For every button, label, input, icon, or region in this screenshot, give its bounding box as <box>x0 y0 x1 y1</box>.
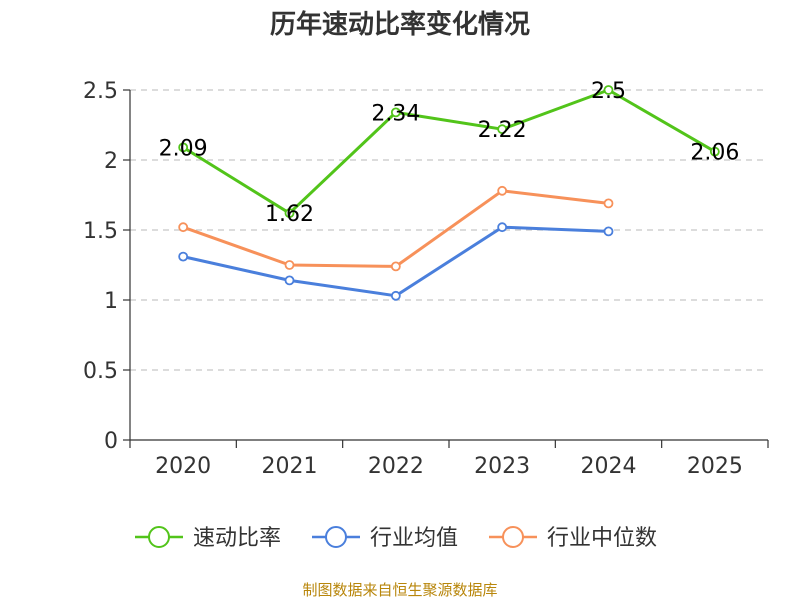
data-point <box>390 290 401 301</box>
y-tick-label: 1.5 <box>83 219 118 244</box>
data-point <box>603 198 614 209</box>
data-label: 2.06 <box>690 141 739 166</box>
data-point <box>390 107 401 118</box>
legend-label: 行业均值 <box>370 526 458 551</box>
data-label: 2.09 <box>159 136 208 161</box>
data-point <box>497 124 508 135</box>
series-group <box>178 85 720 301</box>
data-point <box>178 251 189 262</box>
x-tick-label: 2024 <box>581 454 637 479</box>
series-line <box>182 88 716 215</box>
data-label: 2.5 <box>591 79 626 104</box>
x-tick-label: 2023 <box>474 454 530 479</box>
y-tick-label: 0 <box>104 429 118 454</box>
x-tick-label: 2021 <box>262 454 318 479</box>
axes: 0 0.5 1 1.5 2 2.5 2020 2021 2022 2023 2024 2025 <box>83 79 769 479</box>
legend-item[interactable]: 行业中位数 <box>489 526 657 551</box>
data-point <box>284 260 295 270</box>
legend-marker <box>148 526 170 548</box>
data-point <box>390 261 401 272</box>
data-point <box>709 146 720 157</box>
legend-marker <box>502 526 524 548</box>
legend-label: 速动比率 <box>193 526 281 551</box>
x-tick-label: 2022 <box>368 454 424 479</box>
legend-item[interactable]: 行业均值 <box>312 526 458 551</box>
data-label: 2.34 <box>371 101 420 126</box>
y-tick-label: 2.5 <box>83 79 118 104</box>
chart-title: 历年速动比率变化情况 <box>270 9 530 40</box>
y-tick-label: 0.5 <box>83 359 118 384</box>
x-tick-label: 2020 <box>155 454 211 479</box>
data-point <box>178 142 189 153</box>
legend[interactable]: 速动比率 行业均值 行业中位数 <box>135 526 657 551</box>
x-tick-label: 2025 <box>687 454 743 479</box>
data-point <box>603 85 614 95</box>
source-note: 制图数据来自恒生聚源数据库 <box>302 581 497 599</box>
data-point <box>603 226 614 237</box>
y-tick-label: 1 <box>104 289 118 314</box>
data-label: 2.22 <box>478 118 527 143</box>
data-point <box>284 275 295 286</box>
data-point <box>497 185 508 196</box>
legend-label: 行业中位数 <box>547 526 657 551</box>
data-point <box>178 222 189 233</box>
legend-marker <box>325 526 347 548</box>
y-tick-label: 2 <box>104 149 118 174</box>
legend-item[interactable]: 速动比率 <box>135 526 281 551</box>
data-labels: 2.09 1.62 2.34 2.22 2.5 2.06 <box>159 79 740 227</box>
data-label: 1.62 <box>265 202 314 227</box>
data-point <box>284 208 295 219</box>
data-point <box>497 222 508 233</box>
